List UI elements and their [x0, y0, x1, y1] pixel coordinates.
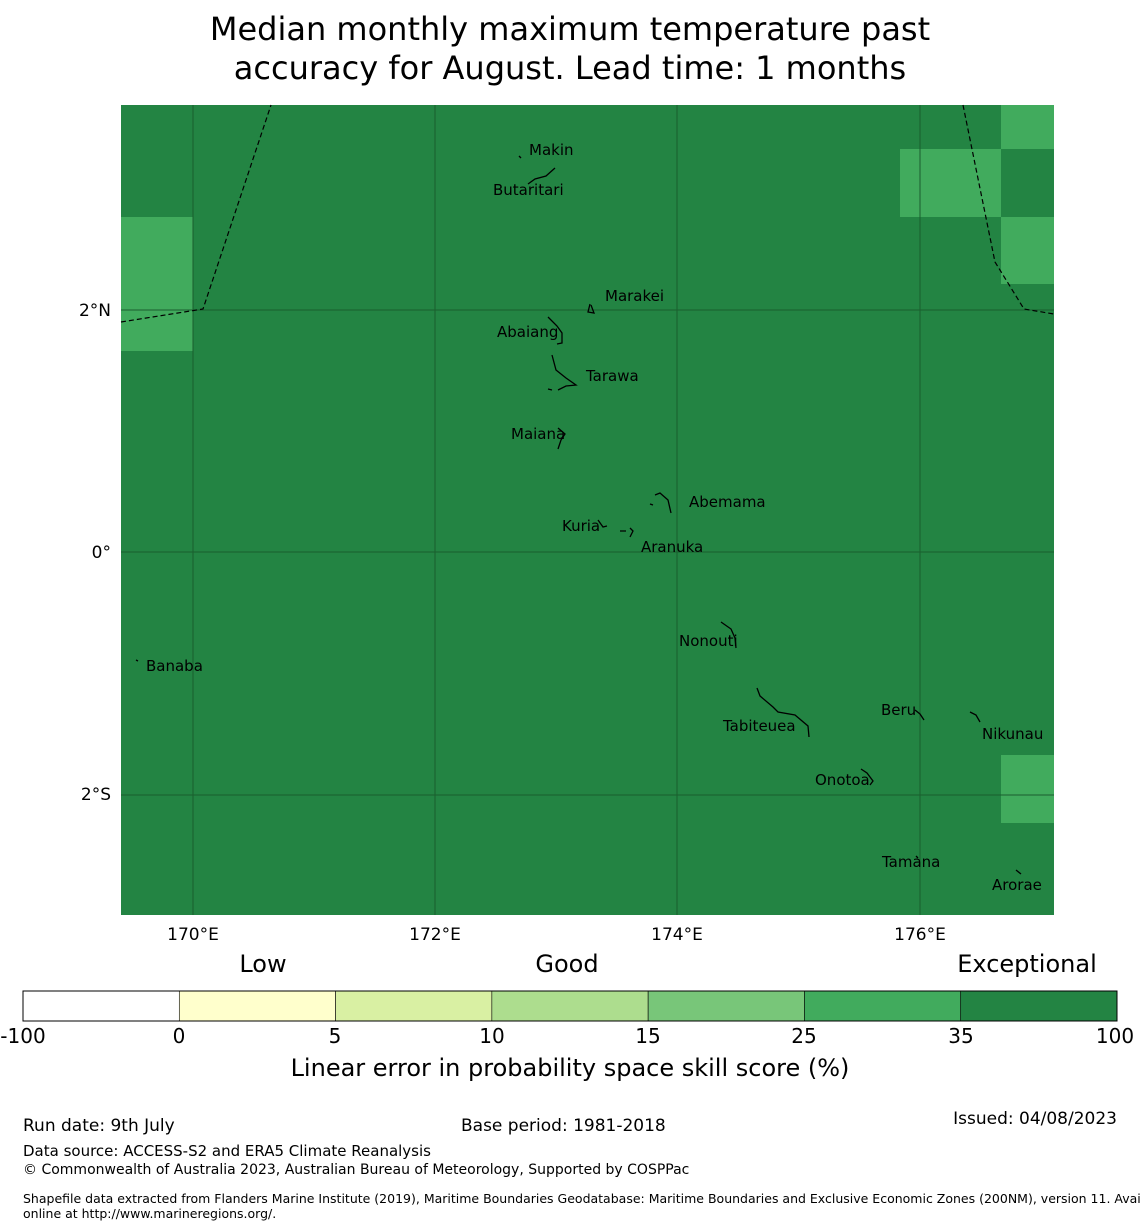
title-line-1: Median monthly maximum temperature past — [209, 10, 931, 48]
map-title: Median monthly maximum temperature past … — [0, 10, 1140, 88]
island-shape — [969, 711, 981, 723]
shapefile-credit-line-2: online at http://www.marineregions.org/. — [23, 1206, 277, 1221]
island-shape — [649, 492, 672, 514]
island-shape — [620, 527, 634, 538]
lon-label-174e: 174°E — [651, 925, 703, 945]
island-shape — [547, 354, 578, 391]
colorbar-label: Linear error in probability space skill … — [290, 1054, 850, 1082]
category-exceptional: Exceptional — [957, 950, 1097, 978]
island-label-banaba: Banaba — [146, 657, 203, 675]
lat-label-2n: 2°N — [79, 301, 111, 321]
highlight-cell — [900, 149, 1001, 217]
island-shape — [914, 709, 925, 721]
island-label-kuria: Kuria — [562, 517, 600, 535]
island-label-makin: Makin — [529, 141, 574, 159]
island-label-beru: Beru — [881, 701, 916, 719]
island-label-nikunau: Nikunau — [982, 725, 1043, 743]
colorbar: Low Good Exceptional -100 0 5 10 15 25 3… — [0, 950, 1134, 1048]
copyright: © Commonwealth of Australia 2023, Austra… — [23, 1162, 690, 1178]
colorbar-segments — [22, 990, 1118, 1022]
colorbar-categories: Low Good Exceptional — [239, 950, 1096, 978]
island-shape — [1015, 869, 1022, 875]
island-label-maiana: Maiana — [511, 425, 565, 443]
eez-boundary-east — [962, 104, 1055, 315]
lon-label-172e: 172°E — [409, 925, 461, 945]
base-period: Base period: 1981-2018 — [461, 1116, 666, 1136]
island-outlines — [135, 155, 1022, 875]
cb-tick: 35 — [948, 1024, 973, 1048]
island-shape — [597, 519, 608, 528]
lat-label-2s: 2°S — [81, 785, 111, 805]
map-background — [121, 105, 1054, 915]
island-shape — [756, 687, 810, 738]
island-shape — [915, 855, 919, 859]
island-shape — [587, 303, 596, 314]
colorbar-ticks: -100 0 5 10 15 25 35 100 — [0, 1024, 1134, 1048]
island-label-tarawa: Tarawa — [585, 367, 639, 385]
island-shape — [135, 659, 139, 662]
cb-tick: 25 — [791, 1024, 816, 1048]
cb-tick: 15 — [635, 1024, 660, 1048]
title-line-2: accuracy for August. Lead time: 1 months — [233, 49, 907, 87]
eez-boundaries — [120, 104, 1055, 323]
map-area: Makin Butaritari Marakei Abaiang Tarawa … — [79, 104, 1055, 945]
shapefile-credit: Shapefile data extracted from Flanders M… — [23, 1191, 1140, 1221]
colorbar-segment — [960, 990, 1118, 1022]
shapefile-credit-line-1: Shapefile data extracted from Flanders M… — [23, 1191, 1140, 1206]
colorbar-segment — [804, 990, 962, 1022]
island-label-onotoa: Onotoa — [815, 771, 870, 789]
island-label-nonouti: Nonouti — [679, 632, 738, 650]
lat-label-0: 0° — [92, 543, 111, 563]
colorbar-segment — [491, 990, 649, 1022]
island-label-abemama: Abemama — [689, 493, 766, 511]
data-source: Data source: ACCESS-S2 and ERA5 Climate … — [23, 1142, 431, 1160]
colorbar-segment — [647, 990, 805, 1022]
lon-label-170e: 170°E — [167, 925, 219, 945]
colorbar-segment — [22, 990, 180, 1022]
colorbar-segment — [178, 990, 336, 1022]
island-label-marakei: Marakei — [605, 287, 664, 305]
cb-tick: 10 — [479, 1024, 504, 1048]
axis-labels: 2°N 0° 2°S 170°E 172°E 174°E 176°E — [79, 301, 946, 945]
cb-tick: 100 — [1096, 1024, 1134, 1048]
colorbar-frame — [22, 990, 1118, 1022]
island-shape — [547, 316, 563, 345]
cb-tick: -100 — [0, 1024, 45, 1048]
eez-boundary-west — [120, 104, 272, 323]
island-shape — [860, 768, 874, 786]
island-label-butaritari: Butaritari — [493, 181, 564, 199]
island-label-abaiang: Abaiang — [497, 323, 558, 341]
island-label-aranuka: Aranuka — [641, 538, 703, 556]
island-label-tabiteuea: Tabiteuea — [722, 717, 796, 735]
category-low: Low — [239, 950, 286, 978]
lon-label-176e: 176°E — [894, 925, 946, 945]
highlight-cell — [1001, 755, 1054, 823]
island-shape — [557, 427, 566, 450]
colorbar-segment — [335, 990, 493, 1022]
island-label-tamana: Tamana — [881, 853, 940, 871]
issued-date: Issued: 04/08/2023 — [953, 1109, 1117, 1129]
cb-tick: 5 — [329, 1024, 342, 1048]
island-shape — [518, 155, 522, 159]
run-date: Run date: 9th July — [23, 1116, 175, 1136]
highlight-cell — [1001, 217, 1054, 284]
skill-highlight-cells — [121, 105, 1054, 823]
category-good: Good — [535, 950, 598, 978]
island-shape — [527, 167, 556, 185]
cb-tick: 0 — [173, 1024, 186, 1048]
island-label-arorae: Arorae — [992, 876, 1042, 894]
graticule — [121, 105, 1054, 915]
highlight-cell — [1001, 105, 1054, 149]
island-labels: Makin Butaritari Marakei Abaiang Tarawa … — [146, 141, 1043, 894]
highlight-cell — [121, 217, 193, 351]
island-shape — [720, 621, 737, 649]
